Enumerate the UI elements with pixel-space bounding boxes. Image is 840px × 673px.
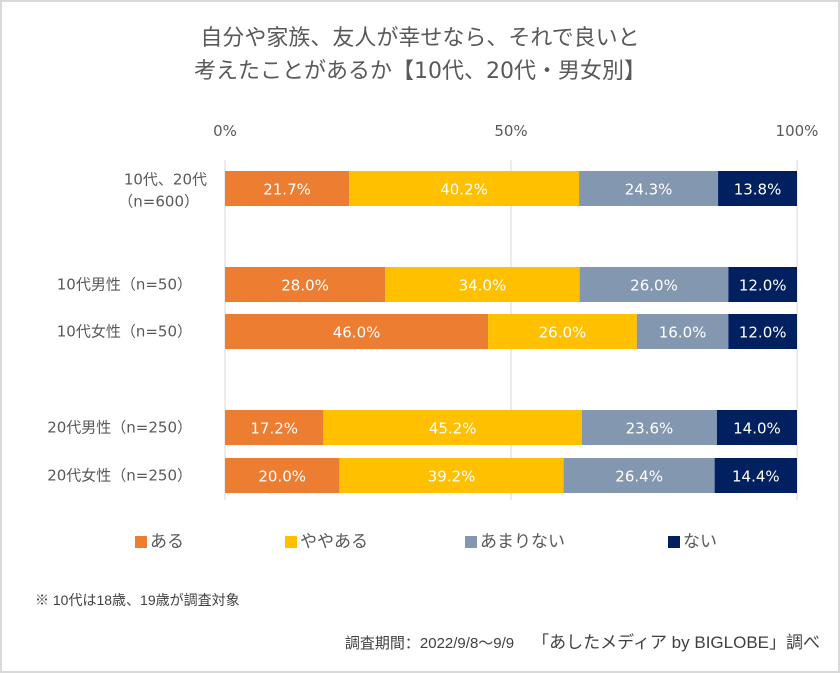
- legend-swatch-icon: [135, 535, 147, 548]
- x-tick-label: 100%: [776, 122, 819, 140]
- bar-segment: [718, 171, 797, 206]
- survey-period: 調査期間：2022/9/8～9/9: [344, 635, 515, 652]
- bar-segment: [225, 314, 489, 349]
- bar-value-label: 21.7%: [263, 181, 311, 199]
- bar-segment: [579, 267, 729, 302]
- legend-label: ある: [150, 532, 184, 552]
- bar-value-label: 16.0%: [659, 324, 707, 342]
- footnote: ※ 10代は18歳、19歳が調査対象: [35, 592, 240, 608]
- bar-value-label: 12.0%: [739, 277, 787, 295]
- bar-value-label: 26.4%: [615, 468, 663, 486]
- chart-title-line-1: 自分や家族、友人が幸せなら、それで良いと: [200, 26, 640, 51]
- bar-value-label: 34.0%: [459, 277, 507, 295]
- legend-swatch-icon: [285, 535, 297, 548]
- source-credit: 調査期間：2022/9/8～9/9 「あしたメディア by BIGLOBE」調べ: [345, 628, 820, 653]
- x-axis-tick-labels: 0% 50% 100%: [213, 122, 818, 140]
- bar-value-label: 46.0%: [333, 324, 381, 342]
- bar-value-labels: 21.7% 40.2% 24.3% 13.8% 28.0% 34.0% 26.0% 12.0%…: [250, 181, 786, 486]
- category-label: 20代男性（n=250）: [47, 419, 192, 437]
- category-label: 10代、20代: [124, 171, 207, 189]
- legend-item: ややある: [285, 527, 368, 552]
- bar-segment: [488, 314, 637, 349]
- category-label: 20代女性（n=250）: [47, 467, 192, 485]
- bar-segment: [225, 267, 386, 302]
- bar-segment: [385, 267, 580, 302]
- bar-segment: [225, 458, 340, 493]
- legend-label: ややある: [300, 532, 368, 552]
- legend-swatch-icon: [668, 535, 680, 548]
- chart-title: 自分や家族、友人が幸せなら、それで良いと 考えたことがあるか【10代、20代・男…: [0, 22, 840, 88]
- bar-segment: [581, 410, 717, 445]
- bar-value-label: 24.3%: [625, 181, 673, 199]
- bar-segment: [225, 171, 350, 206]
- bar-segment: [339, 458, 564, 493]
- bar-segment: [225, 410, 324, 445]
- bar-value-label: 20.0%: [258, 468, 306, 486]
- bar-value-label: 23.6%: [626, 420, 674, 438]
- bar-value-label: 45.2%: [429, 420, 477, 438]
- bars: [225, 171, 797, 493]
- x-tick-label: 0%: [213, 122, 237, 140]
- category-label: 10代女性（n=50）: [57, 323, 192, 341]
- legend-item: あまりない: [465, 527, 565, 552]
- category-labels: 10代、20代 （n=600） 10代男性（n=50） 10代女性（n=50） 20代男…: [47, 171, 207, 485]
- bar-segment: [349, 171, 580, 206]
- bar-value-label: 26.0%: [630, 277, 678, 295]
- legend-label: ない: [683, 532, 717, 552]
- bar-segment: [579, 171, 719, 206]
- bar-segment: [714, 458, 797, 493]
- bar-segment: [323, 410, 582, 445]
- bar-value-label: 28.0%: [281, 277, 329, 295]
- bar-value-label: 39.2%: [428, 468, 476, 486]
- bar-value-label: 12.0%: [739, 324, 787, 342]
- bar-value-label: 26.0%: [539, 324, 587, 342]
- bar-segment: [563, 458, 715, 493]
- bar-value-label: 40.2%: [440, 181, 488, 199]
- bar-value-label: 13.8%: [734, 181, 782, 199]
- legend-label: あまりない: [480, 532, 565, 552]
- legend-swatch-icon: [465, 535, 477, 548]
- category-label: 10代男性（n=50）: [57, 276, 192, 294]
- category-label: （n=600）: [118, 193, 199, 211]
- bar-segment: [716, 410, 797, 445]
- bar-value-label: 14.0%: [733, 420, 781, 438]
- bar-segment: [636, 314, 729, 349]
- legend: ある ややある あまりない ない: [0, 527, 840, 557]
- bar-segment: [728, 267, 797, 302]
- x-tick-label: 50%: [494, 122, 527, 140]
- legend-item: ある: [135, 527, 184, 552]
- bar-value-label: 17.2%: [250, 420, 298, 438]
- legend-item: ない: [668, 527, 717, 552]
- bar-segment: [728, 314, 797, 349]
- source-brand: 「あしたメディア by BIGLOBE」調べ: [532, 633, 820, 652]
- chart-title-line-2: 考えたことがあるか【10代、20代・男女別】: [194, 59, 646, 84]
- bar-value-label: 14.4%: [732, 468, 780, 486]
